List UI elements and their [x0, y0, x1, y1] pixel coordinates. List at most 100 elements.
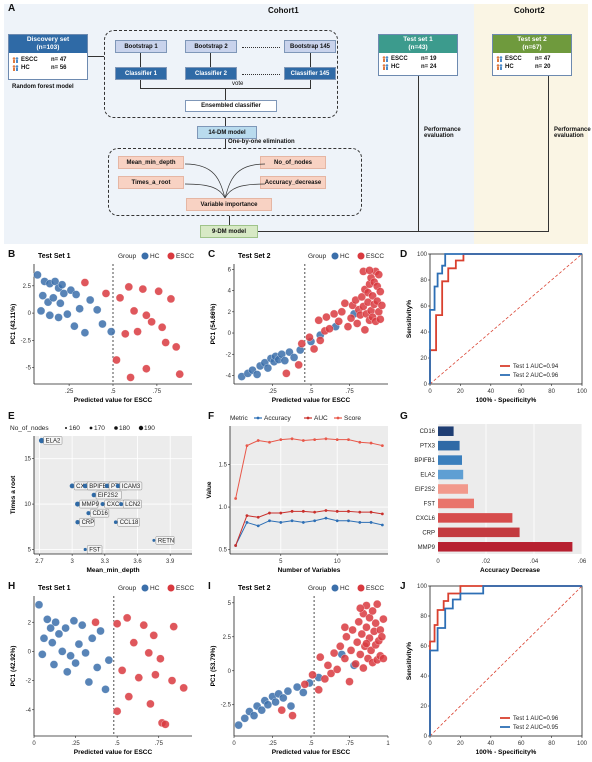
data-point: [329, 648, 339, 658]
x-axis-label: Mean_min_depth: [86, 567, 139, 574]
data-point: [357, 292, 366, 302]
test-set-1-title: Test set 1: [403, 36, 433, 43]
data-point: [268, 440, 271, 444]
data-point: [369, 441, 373, 445]
data-point: [48, 638, 57, 647]
data-point: [316, 336, 325, 345]
y-tick-label: 100: [417, 252, 428, 258]
data-point: [36, 306, 46, 316]
data-point: [329, 309, 339, 319]
data-point: [365, 266, 374, 275]
plot-area: [34, 596, 192, 736]
data-point: [149, 631, 158, 640]
data-point: [56, 299, 65, 308]
arrow-line: [88, 56, 104, 57]
discovery-hc-row: HC n= 56: [9, 64, 87, 72]
y-tick-label: 2: [28, 620, 32, 626]
point-label-box: [122, 499, 142, 509]
x-tick-label: 3.9: [166, 559, 175, 565]
discovery-escc-n: n= 47: [51, 57, 67, 63]
legend-swatch: [357, 252, 365, 260]
data-point: [379, 614, 388, 624]
data-point: [313, 510, 317, 514]
legend-label: 190: [144, 425, 155, 432]
y-tick-label: -2: [226, 352, 232, 358]
data-point: [271, 697, 280, 707]
data-point: [301, 509, 305, 513]
data-point: [54, 629, 64, 639]
y-axis-label: PC1 (42.92%): [10, 646, 17, 687]
test-set-1-box: Test set 1 (n=43) ESCC n= 19 HC n= 24: [378, 34, 458, 76]
performance-label-1: Performance evaluation: [424, 127, 461, 139]
x-tick-label: 5: [279, 559, 283, 565]
data-point: [104, 483, 110, 489]
legend-label: Test 1 AUC=0.94: [513, 364, 559, 370]
data-point: [84, 677, 94, 687]
data-point: [63, 310, 72, 319]
legend-label: ESCC: [176, 585, 194, 592]
legend-swatch: [89, 426, 93, 430]
data-point: [380, 512, 384, 516]
data-point: [380, 523, 384, 527]
data-point: [58, 647, 67, 656]
data-point: [121, 329, 130, 338]
test1-hc-n: n= 24: [421, 64, 437, 70]
point-label-box: [90, 508, 110, 518]
x-tick-label: 40: [487, 741, 494, 747]
y-tick-label: -2: [26, 679, 32, 685]
legend-label: Test 2 AUC=0.96: [513, 373, 559, 379]
data-point: [33, 270, 42, 280]
data-point: [256, 524, 260, 528]
discovery-set-header: Discovery set (n=103): [9, 35, 87, 53]
data-point: [69, 483, 75, 489]
y-tick-label: ELA2: [420, 473, 435, 479]
y-tick-label: 0: [228, 331, 232, 337]
bar: [438, 527, 520, 538]
data-point: [289, 353, 299, 362]
bar: [438, 455, 462, 465]
data-point: [336, 642, 345, 651]
data-point: [334, 317, 343, 326]
data-point: [316, 653, 325, 662]
data-point: [179, 683, 188, 693]
data-point: [333, 665, 342, 674]
data-point: [133, 327, 142, 336]
y-tick-label: 40: [420, 330, 427, 336]
data-point: [98, 319, 107, 329]
chart-panel-e: 2.7 3 3.3 3.6 3.9 5 10 15 Mean_min_depth Times a …: [10, 425, 192, 574]
legend-swatch: [141, 584, 149, 592]
y-axis-label: Times a root: [10, 475, 17, 514]
discovery-hc-n: n= 56: [51, 65, 67, 71]
legend-title: Metric: [230, 415, 248, 422]
data-point: [43, 298, 53, 307]
data-point: [172, 342, 181, 352]
x-tick-label: 80: [548, 389, 555, 395]
data-point: [376, 625, 385, 635]
x-tick-label: 0: [428, 741, 432, 747]
people-icon: [12, 57, 19, 63]
y-tick-label: 100: [417, 584, 428, 590]
data-point: [300, 680, 309, 689]
panel-label-f: F: [208, 411, 215, 422]
data-point: [78, 621, 87, 630]
data-point: [249, 711, 259, 720]
data-point: [54, 313, 63, 322]
data-point: [43, 615, 52, 624]
data-point: [320, 674, 330, 684]
data-point: [234, 497, 238, 500]
test2-escc-label: ESCC: [505, 56, 522, 62]
data-point: [119, 502, 124, 507]
chart-title: Test Set 1: [38, 253, 71, 260]
metric-accuracy-decrease: Accuracy_decrease: [260, 176, 326, 189]
panel-label-a: A: [8, 3, 16, 14]
point-label-box: [43, 436, 63, 445]
data-point: [353, 319, 362, 328]
chart-title: Test Set 2: [238, 253, 271, 260]
legend-label: Accuracy: [264, 415, 291, 422]
y-tick-label: -2.5: [221, 703, 232, 709]
data-point: [93, 663, 102, 672]
legend-swatch: [331, 252, 339, 260]
data-point: [144, 648, 153, 658]
y-tick-label: CD16: [420, 429, 436, 435]
data-point: [154, 287, 163, 296]
